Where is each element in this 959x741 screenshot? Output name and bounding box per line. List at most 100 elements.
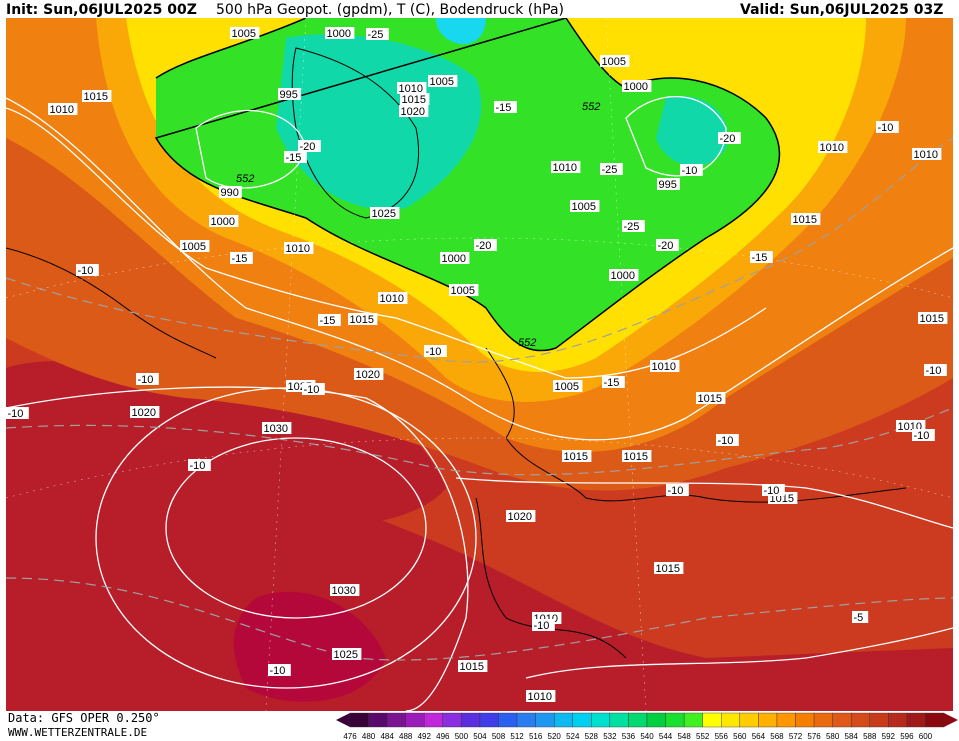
legend-swatch: [628, 712, 648, 728]
temperature-label: -10: [302, 383, 325, 396]
data-source: Data: GFS OPER 0.250°: [8, 711, 160, 725]
temperature-label: -10: [680, 164, 703, 177]
legend-tick-label: 492: [418, 732, 432, 741]
legend-swatch: [906, 712, 926, 728]
svg-text:-15: -15: [604, 377, 620, 389]
temperature-label: -10: [268, 664, 291, 677]
legend-swatch: [832, 712, 852, 728]
svg-text:-25: -25: [368, 29, 384, 41]
pressure-label: 1015: [918, 312, 948, 325]
pressure-label: 1000: [209, 215, 239, 228]
legend-tick-label: 588: [863, 732, 877, 741]
pressure-label: 1010: [397, 82, 427, 95]
legend-tick-label: 520: [548, 732, 562, 741]
svg-text:-25: -25: [602, 164, 618, 176]
temperature-label: -15: [230, 252, 253, 265]
svg-text:1015: 1015: [350, 314, 374, 326]
svg-text:1010: 1010: [914, 149, 938, 161]
svg-text:1010: 1010: [380, 293, 404, 305]
pressure-label: 1015: [400, 93, 430, 106]
svg-text:1000: 1000: [611, 270, 635, 282]
temperature-label: -10: [136, 373, 159, 386]
svg-text:1025: 1025: [372, 208, 396, 220]
svg-text:1010: 1010: [528, 691, 552, 703]
legend-swatch: [702, 712, 722, 728]
legend-swatch: [424, 712, 444, 728]
legend-swatch: [813, 712, 833, 728]
pressure-label: 1005: [600, 55, 630, 68]
pressure-label: 1005: [230, 27, 260, 40]
temperature-label: -20: [298, 140, 321, 153]
svg-text:1005: 1005: [232, 28, 256, 40]
legend-swatch: [498, 712, 518, 728]
temperature-label: -10: [424, 345, 447, 358]
chart-title: 500 hPa Geopot. (gpdm), T (C), Bodendruc…: [216, 2, 564, 18]
pressure-label: 1015: [562, 450, 592, 463]
header-bar: Init: Sun,06JUL2025 00Z 500 hPa Geopot. …: [0, 0, 959, 20]
legend-tick-label: 516: [529, 732, 543, 741]
legend-tick-label: 540: [640, 732, 654, 741]
legend-swatch: [516, 712, 536, 728]
isobar-low-east: [625, 96, 727, 177]
svg-text:1020: 1020: [508, 511, 532, 523]
temperature-label: -25: [622, 220, 645, 233]
legend-tick-label: 544: [659, 732, 673, 741]
temperature-label: -20: [656, 239, 679, 252]
teal-core-east: [656, 96, 728, 167]
legend-tick-label: 480: [362, 732, 376, 741]
legend-tick-label: 476: [343, 732, 357, 741]
graticule: [6, 18, 953, 711]
svg-text:-10: -10: [138, 374, 154, 386]
legend-swatch: [479, 712, 499, 728]
svg-text:1000: 1000: [624, 81, 648, 93]
svg-text:-10: -10: [718, 435, 734, 447]
svg-text:1015: 1015: [920, 313, 944, 325]
isobar-south-1010: [525, 627, 953, 679]
legend-swatch: [646, 712, 666, 728]
legend-swatch: [461, 712, 481, 728]
temperature-label: -10: [76, 264, 99, 277]
pressure-label: 1020: [354, 368, 384, 381]
dark-orange-band: [6, 138, 953, 491]
temperature-label: -5: [852, 611, 869, 624]
svg-text:1030: 1030: [264, 423, 288, 435]
legend-tick-label: 580: [826, 732, 840, 741]
cyan-core: [436, 18, 486, 45]
legend-tick-label: 488: [399, 732, 413, 741]
svg-text:1005: 1005: [572, 201, 596, 213]
svg-text:-15: -15: [232, 253, 248, 265]
pressure-label: 1030: [262, 422, 292, 435]
isobar-1010: [6, 107, 767, 379]
svg-text:1015: 1015: [84, 91, 108, 103]
legend-swatch: [368, 712, 388, 728]
legend-tick-label: 508: [492, 732, 506, 741]
legend-swatch: [591, 712, 611, 728]
pressure-label: 995: [278, 88, 301, 101]
temperature-labels: -25-15-20-15-25-20-20-25-20-15-10-15-10-…: [6, 28, 947, 677]
legend-tick-label: 600: [919, 732, 933, 741]
svg-text:-10: -10: [270, 665, 286, 677]
pressure-label: 1010: [48, 103, 78, 116]
svg-text:-10: -10: [926, 365, 942, 377]
svg-text:-10: -10: [682, 165, 698, 177]
pressure-label: 1010: [284, 242, 314, 255]
pressure-label: 1010: [818, 141, 848, 154]
svg-text:1010: 1010: [553, 162, 577, 174]
legend-tick-label: 572: [789, 732, 803, 741]
pressure-label: 1020: [130, 406, 160, 419]
svg-text:995: 995: [280, 89, 298, 101]
temperature-label: -15: [602, 376, 625, 389]
legend-swatch: [795, 712, 815, 728]
pressure-label: 1010: [551, 161, 581, 174]
svg-text:1005: 1005: [555, 381, 579, 393]
legend-swatch: [553, 712, 573, 728]
contour-552-label-3: 552: [518, 337, 536, 349]
svg-text:1010: 1010: [50, 104, 74, 116]
contour-552-label-1: 552: [236, 173, 254, 185]
svg-text:-10: -10: [190, 460, 206, 472]
svg-text:-10: -10: [426, 346, 442, 358]
legend-swatch: [925, 712, 945, 728]
pressure-label: 995: [657, 178, 680, 191]
